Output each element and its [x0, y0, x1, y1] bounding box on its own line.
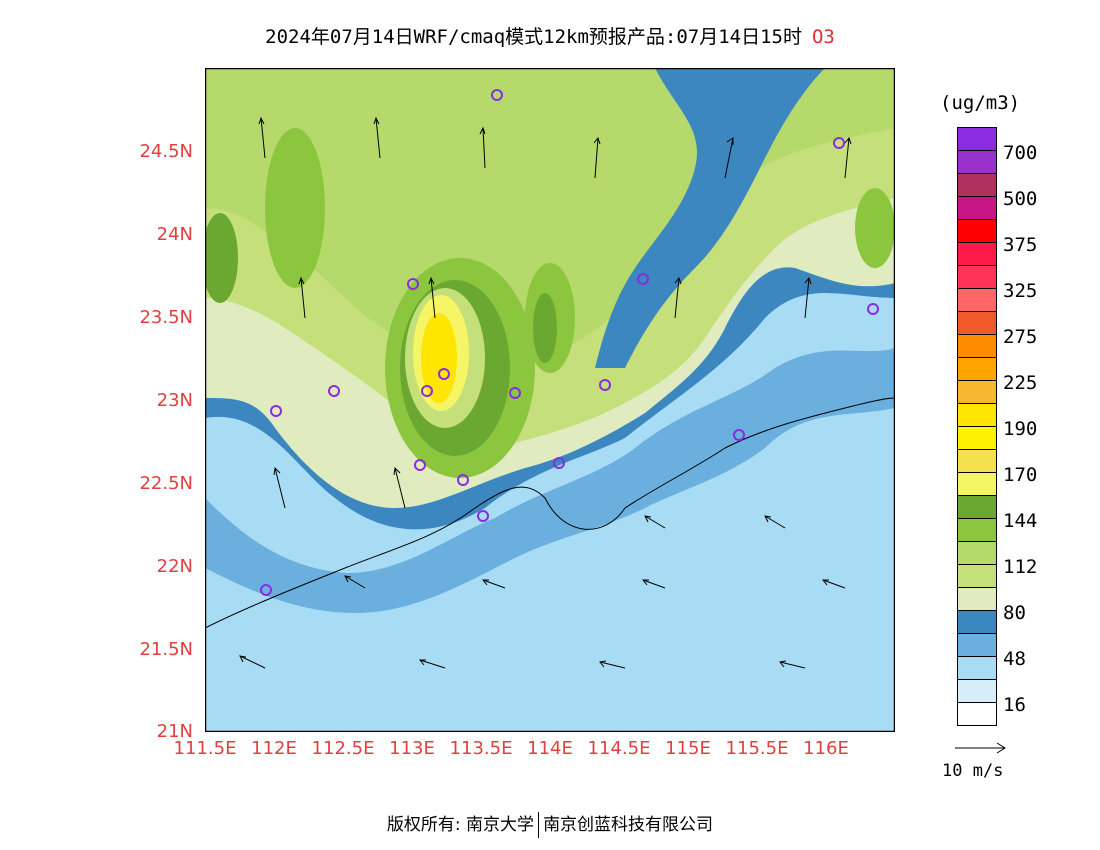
lat-label-23: 23N	[156, 390, 193, 411]
legend-swatch	[957, 450, 997, 473]
lat-label-22.5: 22.5N	[139, 473, 193, 494]
legend-tick-label: 170	[1003, 464, 1038, 486]
lon-label-114: 114E	[527, 738, 573, 759]
band-190	[421, 313, 457, 403]
lat-label-21: 21N	[156, 721, 193, 742]
legend-tick-label: 80	[1003, 602, 1026, 624]
legend-swatch	[957, 634, 997, 657]
lat-label-24.5: 24.5N	[139, 141, 193, 162]
legend-swatch	[957, 358, 997, 381]
reference-arrow-icon	[955, 742, 1006, 754]
reference-vector-label: 10 m/s	[942, 761, 1004, 781]
legend-unit: (ug/m3)	[940, 92, 1021, 114]
legend-swatch	[957, 473, 997, 496]
lon-label-113: 113E	[389, 738, 435, 759]
legend-swatch	[957, 127, 997, 151]
copyright-left: 版权所有: 南京大学	[386, 815, 535, 835]
lat-label-23.5: 23.5N	[139, 307, 193, 328]
band-48	[205, 348, 895, 613]
copyright-right: 南京创蓝科技有限公司	[543, 815, 714, 835]
legend-swatch	[957, 151, 997, 174]
legend-tick-label: 190	[1003, 418, 1038, 440]
color-legend	[957, 127, 997, 726]
lon-label-114.5: 114.5E	[587, 738, 651, 759]
ozone-map[interactable]	[205, 68, 895, 732]
map-panel[interactable]	[205, 68, 895, 732]
map-title: 2024年07月14日WRF/cmaq模式12km预报产品:07月14日15时 O…	[0, 22, 1100, 49]
title-text: 2024年07月14日WRF/cmaq模式12km预报产品:07月14日15时	[265, 26, 802, 48]
legend-tick-label: 144	[1003, 510, 1038, 532]
legend-tick-label: 325	[1003, 280, 1038, 302]
legend-swatch	[957, 703, 997, 726]
legend-swatch	[957, 220, 997, 243]
lat-label-22: 22N	[156, 556, 193, 577]
wind-vectors	[239, 116, 852, 669]
species-label: O3	[811, 26, 835, 48]
lon-label-111.5: 111.5E	[173, 738, 237, 759]
legend-swatch	[957, 381, 997, 404]
legend-swatch	[957, 243, 997, 266]
lat-label-24: 24N	[156, 224, 193, 245]
legend-swatch	[957, 427, 997, 450]
legend-tick-label: 225	[1003, 372, 1038, 394]
legend-swatch	[957, 404, 997, 427]
legend-swatch	[957, 289, 997, 312]
legend-tick-label: 500	[1003, 188, 1038, 210]
legend-swatch	[957, 542, 997, 565]
legend-swatch	[957, 335, 997, 358]
legend-swatch	[957, 565, 997, 588]
coastline	[205, 397, 895, 629]
lon-label-112: 112E	[251, 738, 297, 759]
legend-swatch	[957, 266, 997, 289]
legend-swatch	[957, 496, 997, 519]
lon-label-115.5: 115.5E	[725, 738, 789, 759]
legend-swatch	[957, 611, 997, 634]
legend-swatch	[957, 657, 997, 680]
legend-tick-label: 16	[1003, 694, 1026, 716]
map-frame	[205, 68, 895, 732]
east-channel	[595, 68, 825, 368]
legend-swatch	[957, 312, 997, 335]
lon-label-113.5: 113.5E	[449, 738, 513, 759]
lon-label-116: 116E	[803, 738, 849, 759]
legend-tick-label: 375	[1003, 234, 1038, 256]
legend-swatch	[957, 588, 997, 611]
footer-separator	[538, 812, 540, 838]
legend-tick-label: 112	[1003, 556, 1038, 578]
monitor-stations	[260, 89, 879, 596]
lon-label-112.5: 112.5E	[311, 738, 375, 759]
lon-label-115: 115E	[665, 738, 711, 759]
legend-tick-label: 48	[1003, 648, 1026, 670]
legend-tick-label: 275	[1003, 326, 1038, 348]
legend-tick-label: 700	[1003, 142, 1038, 164]
legend-swatch	[957, 680, 997, 703]
legend-swatch	[957, 519, 997, 542]
lat-label-21.5: 21.5N	[139, 639, 193, 660]
copyright-footer: 版权所有: 南京大学 南京创蓝科技有限公司	[0, 810, 1100, 838]
legend-swatch	[957, 174, 997, 197]
legend-swatch	[957, 197, 997, 220]
